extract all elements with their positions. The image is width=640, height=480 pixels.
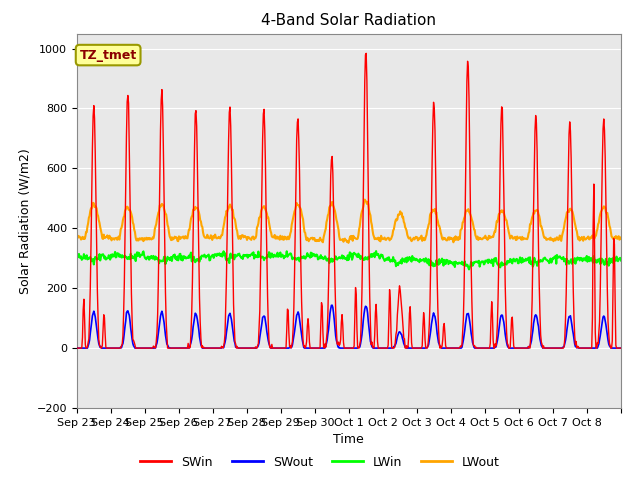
SWin [284, 308, 292, 313]
SWin [237, 345, 244, 351]
LWout [617, 235, 625, 240]
SWin [362, 50, 370, 56]
LWin [617, 258, 625, 264]
LWout [73, 235, 81, 240]
Legend: SWin, SWout, LWin, LWout: SWin, SWout, LWin, LWout [135, 451, 505, 474]
Line: LWin: LWin [77, 251, 621, 269]
LWout [406, 235, 414, 240]
SWout [406, 345, 413, 351]
Title: 4-Band Solar Radiation: 4-Band Solar Radiation [261, 13, 436, 28]
Y-axis label: Solar Radiation (W/m2): Solar Radiation (W/m2) [18, 148, 31, 294]
SWout [137, 345, 145, 351]
LWin [465, 266, 473, 272]
SWin [406, 311, 413, 316]
SWout [237, 345, 244, 351]
LWout [344, 240, 352, 246]
Line: LWout: LWout [77, 200, 621, 243]
SWin [137, 345, 145, 351]
LWout [264, 215, 271, 220]
SWout [284, 345, 292, 351]
LWout [137, 237, 145, 242]
Line: SWout: SWout [77, 305, 621, 348]
LWin [73, 253, 81, 259]
LWin [436, 261, 444, 266]
SWin [436, 345, 444, 351]
SWin [617, 345, 625, 351]
SWin [73, 345, 81, 351]
SWin [264, 294, 271, 300]
LWin [284, 252, 292, 257]
LWout [284, 234, 292, 240]
SWout [264, 334, 271, 339]
LWout [437, 229, 445, 235]
LWin [406, 254, 413, 260]
LWout [361, 197, 369, 203]
Line: SWin: SWin [77, 53, 621, 348]
SWout [617, 345, 625, 351]
LWin [372, 248, 380, 254]
X-axis label: Time: Time [333, 433, 364, 446]
LWin [264, 252, 271, 258]
LWout [237, 236, 244, 242]
SWout [73, 345, 81, 351]
Text: TZ_tmet: TZ_tmet [79, 48, 137, 61]
LWin [137, 252, 145, 258]
SWout [436, 344, 444, 349]
SWout [328, 302, 336, 308]
LWin [237, 253, 244, 259]
